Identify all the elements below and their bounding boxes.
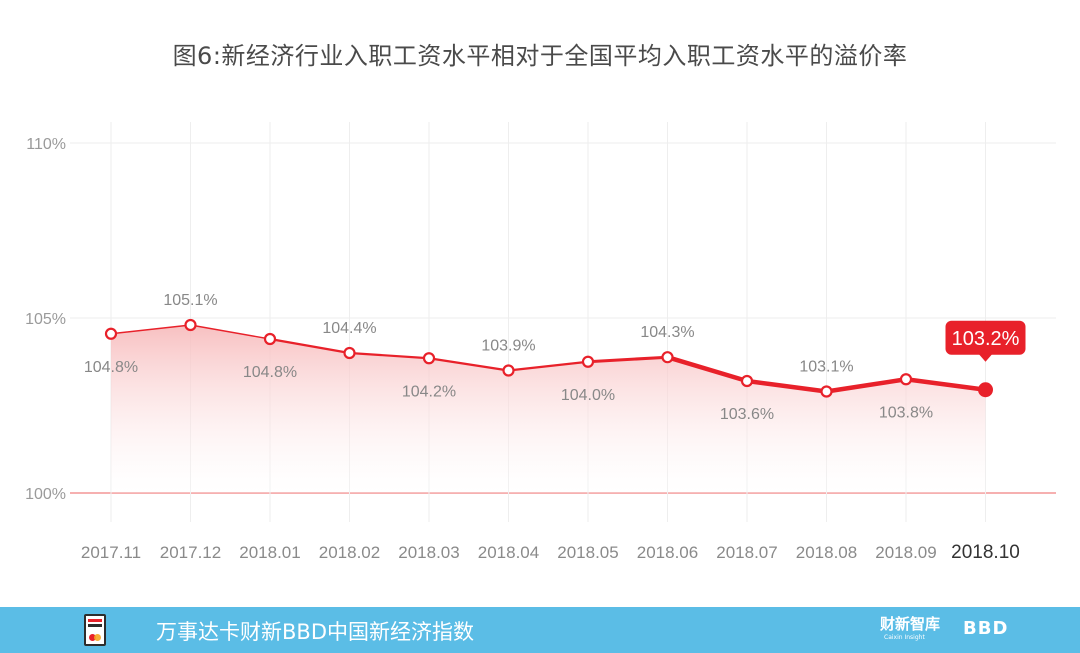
data-point	[422, 352, 436, 365]
x-tick-label: 2018.03	[398, 543, 459, 562]
data-label: 103.9%	[481, 338, 535, 355]
series-line-segment	[824, 377, 909, 394]
line-chart: 104.8% 105.1% 104.8% 104.4% 104.2% 103.9% 104.…	[25, 122, 1056, 563]
caixin-insight-logo: 财新智库	[880, 615, 941, 633]
line-layer	[110, 324, 988, 394]
y-tick-label: 110%	[26, 136, 66, 153]
x-tick-label: 2018.04	[478, 543, 539, 562]
x-tick-label: 2018.05	[557, 543, 618, 562]
data-label: 105.1%	[163, 292, 217, 309]
series-line-segment	[507, 360, 590, 372]
data-label: 103.1%	[799, 359, 853, 376]
bbd-logo: BBD	[963, 618, 1009, 639]
data-point	[184, 318, 197, 332]
series-line-segment	[268, 337, 351, 355]
x-tick-label: 2018.02	[319, 543, 380, 562]
data-point	[263, 332, 277, 346]
label-layer: 104.8% 105.1% 104.8% 104.4% 104.2% 103.9% 104.…	[84, 292, 1026, 423]
series-line-segment	[110, 324, 192, 335]
x-tick-label: 2018.01	[239, 543, 300, 562]
series-line-segment	[586, 355, 669, 364]
data-point-highlight	[978, 382, 993, 398]
data-point	[661, 351, 674, 364]
data-point	[740, 374, 754, 388]
data-point	[820, 385, 833, 398]
mastercard-nei-logo-icon	[84, 614, 106, 646]
x-tick-label: 2017.12	[160, 543, 221, 562]
x-tick-label: 2018.09	[875, 543, 936, 562]
data-label: 104.2%	[402, 383, 456, 400]
footer-bar: 万事达卡财新BBD中国新经济指数 财新智库 Caixin Insight BBD	[0, 607, 1080, 653]
area-layer	[111, 325, 986, 493]
index-name: 万事达卡财新BBD中国新经济指数	[156, 620, 474, 644]
x-tick-label: 2018.08	[796, 543, 857, 562]
y-tick-label: 100%	[25, 486, 66, 503]
data-point	[502, 364, 515, 377]
area-fill	[111, 325, 986, 493]
y-tick-label: 105%	[25, 311, 66, 328]
data-label: 104.4%	[322, 320, 376, 337]
highlight-label-pointer	[978, 353, 993, 362]
caixin-insight-logo-sub: Caixin Insight	[884, 634, 925, 641]
data-point	[581, 355, 595, 368]
data-point	[343, 346, 356, 360]
series-line-segment	[903, 377, 988, 392]
series-line-segment	[189, 324, 271, 340]
data-label: 103.6%	[720, 406, 774, 423]
data-label: 104.8%	[84, 359, 138, 376]
data-label: 104.8%	[243, 364, 297, 381]
series-line-segment	[665, 354, 750, 384]
highlight-label-bg	[945, 320, 1026, 355]
data-point	[899, 373, 913, 386]
series-line-segment	[427, 357, 510, 372]
axis-layer: 100% 105% 110% 2017.11 2017.12 2018.01 2018.02…	[25, 136, 1020, 563]
point-layer	[104, 318, 993, 398]
x-tick-label: 2018.07	[716, 543, 777, 562]
series-line-segment	[348, 351, 431, 360]
x-tick-label: 2018.10	[951, 542, 1020, 563]
data-label: 103.8%	[879, 404, 933, 421]
data-point	[104, 327, 118, 340]
data-label-highlight: 103.2%	[952, 328, 1020, 350]
series-line-segment	[744, 378, 829, 394]
x-tick-label: 2017.11	[81, 543, 141, 562]
data-label: 104.0%	[561, 387, 615, 404]
data-label: 104.3%	[640, 324, 694, 341]
chart-title: 图6:新经济行业入职工资水平相对于全国平均入职工资水平的溢价率	[172, 42, 908, 70]
x-tick-label: 2018.06	[637, 543, 698, 562]
